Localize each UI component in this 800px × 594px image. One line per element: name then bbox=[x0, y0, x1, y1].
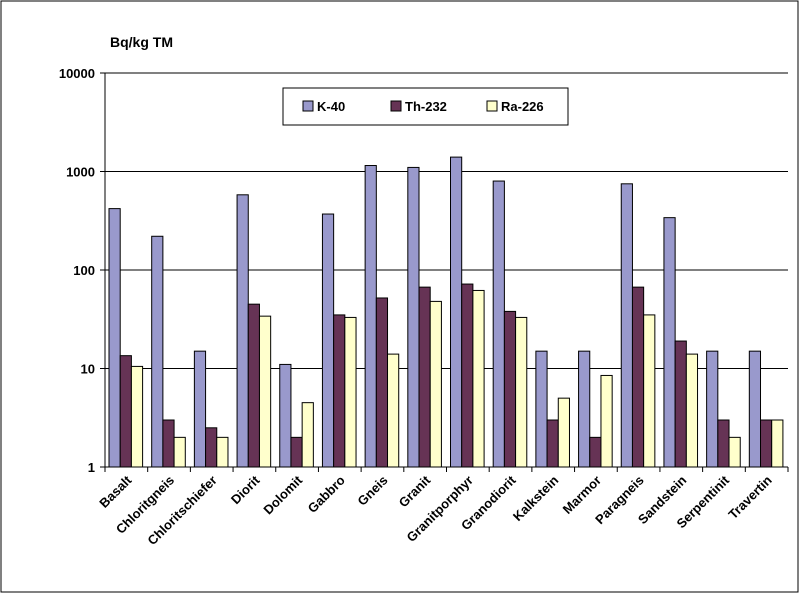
bar-th-232-gneis bbox=[375, 297, 389, 468]
legend-label-ra226: Ra-226 bbox=[501, 99, 544, 114]
y-tick-label: 10 bbox=[81, 362, 95, 377]
bar-k-40-kalkstein bbox=[535, 350, 548, 468]
bar-k-40-gneis bbox=[364, 165, 377, 468]
legend: K-40 Th-232 Ra-226 bbox=[282, 87, 569, 126]
legend-label-th232: Th-232 bbox=[405, 99, 447, 114]
bar-th-232-basalt bbox=[119, 355, 132, 468]
bar-ra-226-dolomit bbox=[301, 402, 314, 468]
bar-k-40-travertin bbox=[748, 350, 762, 468]
bar-ra-226-travertin bbox=[771, 419, 784, 468]
bar-k-40-gabbro bbox=[321, 213, 335, 468]
y-tick-label: 10000 bbox=[59, 66, 95, 81]
bar-ra-226-diorit bbox=[258, 315, 272, 468]
bar-th-232-diorit bbox=[247, 303, 260, 468]
bar-th-232-sandstein bbox=[674, 340, 687, 468]
bar-k-40-granit bbox=[407, 166, 420, 468]
bar-k-40-sandstein bbox=[663, 217, 676, 468]
bar-ra-226-chloritschiefer bbox=[216, 436, 229, 468]
bar-th-232-granodiorit bbox=[503, 310, 517, 468]
bar-ra-226-chloritgneis bbox=[173, 436, 186, 468]
bar-k-40-dolomit bbox=[279, 363, 292, 468]
bar-th-232-travertin bbox=[760, 419, 773, 468]
bar-k-40-paragneis bbox=[620, 183, 633, 468]
bar-th-232-kalkstein bbox=[546, 419, 559, 468]
bar-th-232-chloritschiefer bbox=[205, 427, 218, 468]
bar-k-40-basalt bbox=[108, 208, 121, 468]
unit-label: Bq/kg TM bbox=[110, 34, 173, 50]
y-tick-labels: 1 10 100 1000 10000 bbox=[59, 66, 105, 475]
bar-th-232-dolomit bbox=[290, 436, 303, 468]
bar-th-232-gabbro bbox=[333, 314, 346, 468]
legend-swatch-th232 bbox=[390, 100, 402, 112]
bar-k-40-chloritgneis bbox=[151, 235, 164, 468]
bar-ra-226-marmor bbox=[600, 374, 613, 468]
bar-ra-226-granit bbox=[429, 300, 442, 468]
bars bbox=[108, 156, 784, 468]
legend-swatch-ra226 bbox=[486, 100, 498, 112]
bar-ra-226-paragneis bbox=[643, 314, 656, 468]
y-tick-label: 1000 bbox=[66, 165, 95, 180]
bar-k-40-diorit bbox=[236, 194, 249, 468]
bar-th-232-serpentinit bbox=[717, 419, 730, 468]
bar-ra-226-serpentinit bbox=[728, 436, 741, 468]
bar-ra-226-granitporphyr bbox=[472, 289, 485, 468]
bar-k-40-marmor bbox=[578, 350, 591, 468]
bar-th-232-chloritgneis bbox=[162, 419, 175, 468]
bar-ra-226-gabbro bbox=[344, 316, 357, 468]
bar-k-40-chloritschiefer bbox=[193, 350, 207, 468]
legend-label-k40: K-40 bbox=[317, 99, 345, 114]
bar-th-232-granit bbox=[418, 286, 431, 468]
bar-th-232-marmor bbox=[589, 436, 602, 468]
bar-ra-226-granodiorit bbox=[515, 316, 528, 468]
bar-k-40-granodiorit bbox=[492, 180, 505, 468]
bar-ra-226-gneis bbox=[387, 353, 400, 468]
bar-k-40-serpentinit bbox=[706, 350, 719, 468]
y-tick-label: 100 bbox=[73, 263, 95, 278]
bar-k-40-granitporphyr bbox=[450, 156, 463, 468]
bar-ra-226-basalt bbox=[130, 365, 144, 468]
legend-swatch-k40 bbox=[302, 100, 314, 112]
y-tick-label: 1 bbox=[88, 460, 95, 475]
bar-ra-226-kalkstein bbox=[557, 397, 570, 468]
legend-box bbox=[282, 87, 569, 126]
bar-ra-226-sandstein bbox=[685, 353, 699, 468]
bar-th-232-granitporphyr bbox=[461, 283, 474, 468]
bar-th-232-paragneis bbox=[631, 286, 645, 468]
